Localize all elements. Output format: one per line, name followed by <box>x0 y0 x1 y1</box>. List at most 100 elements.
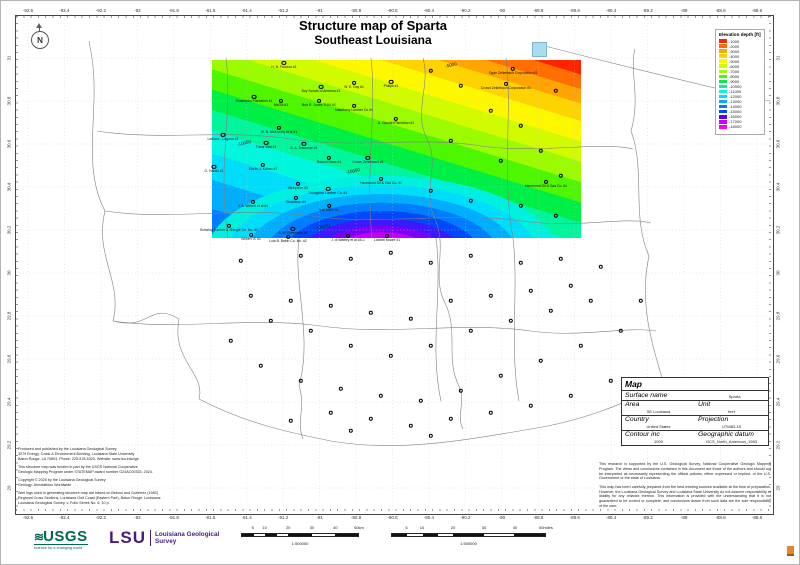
credits-paragraph: This structure map was funded in part by… <box>18 464 153 474</box>
well-symbol-icon <box>468 328 474 334</box>
well-marker <box>553 88 559 94</box>
map-info-cell: Country United States <box>622 416 695 430</box>
legend-color-swatch <box>719 79 727 84</box>
well-symbol-icon <box>518 203 524 209</box>
well-symbol-icon <box>508 318 514 324</box>
well-symbol-icon <box>281 60 287 66</box>
well-symbol-icon <box>468 198 474 204</box>
axis-label: 29.4 <box>6 397 12 407</box>
axis-label: -90.8 <box>350 8 362 13</box>
frame-ticks-left <box>16 16 18 512</box>
well-marker: Rosedown Plantation #1 <box>235 94 273 103</box>
axis-label: -89.6 <box>569 8 580 13</box>
well-symbol-icon <box>538 358 544 364</box>
lsu-wordmark: LSU <box>109 528 146 547</box>
well-marker <box>258 363 264 369</box>
well-label: A. Claudel Plantation #1 <box>377 120 415 125</box>
well-symbol-icon <box>338 386 344 392</box>
well-marker: A. M. Robertson #1 <box>278 226 308 235</box>
scalebar-tick-label: 5 <box>251 525 254 530</box>
well-symbol-icon <box>298 378 304 384</box>
well-symbol-icon <box>428 68 434 74</box>
well-marker: J. di Wattley et al #A-1 <box>331 233 365 242</box>
well-symbol-icon <box>428 260 434 266</box>
axis-label: -91.6 <box>205 515 216 520</box>
usgs-wordmark: USGS <box>43 528 88 545</box>
disclaimer-text: This research is supported by the U.S. G… <box>599 462 771 512</box>
axis-label: -91.4 <box>241 8 252 13</box>
well-marker: W. E. Day #1 <box>344 80 364 89</box>
well-symbol-icon <box>238 258 244 264</box>
well-label: G. Hands #1 <box>204 168 224 173</box>
well-symbol-icon <box>488 410 494 416</box>
map-info-label: Contour inc <box>625 431 660 438</box>
well-symbol-icon <box>503 81 509 87</box>
well-marker: Kleinpeter #2 <box>288 181 308 190</box>
well-label: Rosedown Plantation #1 <box>235 98 273 103</box>
legend-entry: -13000 <box>719 99 762 104</box>
axis-label: 30.2 <box>6 225 12 235</box>
well-marker <box>428 260 434 266</box>
well-marker <box>408 316 414 322</box>
axis-label: 29.8 <box>775 311 781 321</box>
legend-entry: -3000 <box>719 49 762 54</box>
scalebar-tick-label: 40 <box>512 525 518 530</box>
axis-label: -92.6 <box>22 8 34 13</box>
well-marker <box>598 264 604 270</box>
well-symbol-icon <box>226 223 232 229</box>
well-label: J. di Wattley et al #A-1 <box>331 237 365 242</box>
legend-color-swatch <box>719 39 727 43</box>
axis-label: -88.8 <box>715 515 726 520</box>
well-marker: Crown Zellerbach Corporation #1 <box>481 81 531 90</box>
axis-label: -92 <box>134 515 141 520</box>
well-symbol-icon <box>548 308 554 314</box>
well-marker <box>458 388 464 394</box>
legend-color-swatch <box>719 99 727 104</box>
well-marker <box>588 298 594 304</box>
well-symbol-icon <box>618 328 624 334</box>
well-symbol-icon <box>220 132 226 138</box>
legend-entry: -14000 <box>719 104 762 109</box>
well-symbol-icon <box>328 303 334 309</box>
lsu-logo: LSU Louisiana Geological Survey <box>109 528 219 548</box>
legend-color-swatch <box>719 125 727 129</box>
scalebar-ratio: 1:500000 <box>460 541 477 546</box>
axis-label: -88.6 <box>751 8 763 13</box>
axis-label: -90.8 <box>350 515 362 520</box>
well-marker: Philips #1 <box>384 79 398 88</box>
legend-entry: -4000 <box>719 54 762 59</box>
axis-label: -90 <box>498 515 506 520</box>
well-label: Wilbert 'A' #1 <box>241 236 261 241</box>
well-symbol-icon <box>378 393 384 399</box>
map-info-row: Contour inc 1000 Geographic datum GCS_North… <box>622 431 768 445</box>
legend-value: -15000 <box>729 109 742 115</box>
well-symbol-icon <box>248 293 254 299</box>
well-label: Lobdell Moore #1 <box>373 237 401 242</box>
well-marker <box>298 253 304 259</box>
well-symbol-icon <box>458 83 464 89</box>
lsu-survey-name: Louisiana Geological Survey <box>155 531 219 546</box>
well-symbol-icon <box>258 363 264 369</box>
well-marker: Martin J. Kahao #1 <box>249 162 277 171</box>
well-label: Natalbany Lumber Co #1 <box>335 107 373 112</box>
map-info-value: UTM83-15 <box>722 423 741 429</box>
well-symbol-icon <box>316 98 322 104</box>
frame-ticks-top <box>16 16 771 18</box>
axis-label: 30.8 <box>6 96 12 106</box>
legend-value: -2000 <box>729 43 740 49</box>
well-marker <box>448 298 454 304</box>
scalebar: 5 10 20 30 40 50km 1:500000 <box>241 525 364 551</box>
axis-label: -91.2 <box>278 8 289 13</box>
axis-label: -91.8 <box>168 8 179 13</box>
legend-value: -18000 <box>729 124 742 130</box>
axis-label: -90.4 <box>423 8 435 13</box>
well-symbol-icon <box>468 253 474 259</box>
axis-label: 30.6 <box>775 139 781 149</box>
well-marker <box>288 418 294 424</box>
scalebar-tick-label: 40 <box>333 525 338 530</box>
well-symbol-icon <box>568 393 574 399</box>
legend-color-swatch <box>719 109 727 114</box>
map-info-row: Country United States Projection UTM83-15 <box>622 416 768 431</box>
well-label: Crown Zellerbach Corporation #1 <box>481 85 531 90</box>
map-info-label: Country <box>625 416 649 423</box>
